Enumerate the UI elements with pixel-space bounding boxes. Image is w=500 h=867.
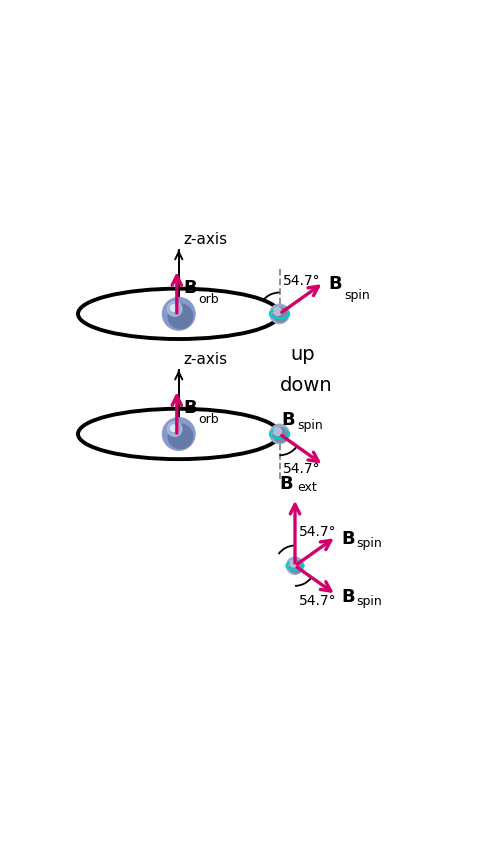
Circle shape — [290, 560, 302, 573]
Circle shape — [286, 557, 304, 574]
Circle shape — [274, 308, 281, 316]
Circle shape — [170, 305, 177, 311]
Circle shape — [168, 302, 182, 316]
Text: $\mathbf{B}$: $\mathbf{B}$ — [328, 276, 343, 293]
Text: spin: spin — [344, 290, 370, 303]
Circle shape — [273, 427, 287, 442]
Circle shape — [162, 418, 195, 450]
Text: $\mathbf{B}$: $\mathbf{B}$ — [182, 279, 197, 297]
Circle shape — [270, 304, 289, 323]
Text: orb: orb — [198, 293, 219, 306]
Circle shape — [290, 560, 296, 567]
Circle shape — [168, 421, 182, 436]
Text: up: up — [290, 345, 315, 364]
Text: orb: orb — [198, 413, 219, 426]
Text: $\mathbf{B}$: $\mathbf{B}$ — [182, 399, 197, 417]
Text: 54.7°: 54.7° — [299, 595, 337, 609]
Text: down: down — [280, 376, 333, 395]
Circle shape — [274, 427, 281, 435]
Text: spin: spin — [298, 419, 323, 432]
Circle shape — [168, 424, 192, 448]
Circle shape — [270, 424, 289, 444]
Text: $\mathbf{B}$: $\mathbf{B}$ — [278, 475, 293, 493]
Text: z-axis: z-axis — [184, 352, 228, 367]
Text: 54.7°: 54.7° — [282, 462, 320, 476]
Text: z-axis: z-axis — [184, 231, 228, 247]
Text: $\mathbf{B}$: $\mathbf{B}$ — [341, 588, 355, 606]
Text: $\mathbf{B}$: $\mathbf{B}$ — [282, 411, 296, 429]
Circle shape — [170, 425, 177, 432]
Text: spin: spin — [356, 596, 382, 609]
Circle shape — [162, 297, 195, 330]
Text: 54.7°: 54.7° — [299, 525, 337, 538]
Text: $\mathbf{B}$: $\mathbf{B}$ — [341, 530, 355, 548]
Circle shape — [168, 304, 192, 329]
Circle shape — [273, 308, 287, 322]
Text: spin: spin — [356, 537, 382, 550]
Text: 54.7°: 54.7° — [282, 274, 320, 288]
Text: ext: ext — [297, 481, 316, 494]
